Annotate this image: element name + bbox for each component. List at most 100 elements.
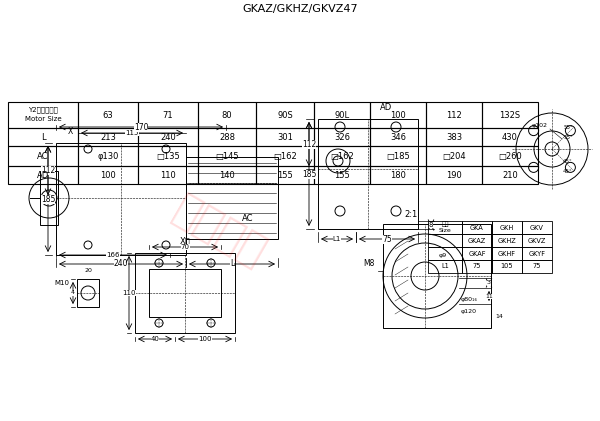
Bar bbox=[138, 102, 198, 128]
Text: GKV: GKV bbox=[530, 224, 544, 231]
Text: 63: 63 bbox=[103, 110, 113, 120]
Bar bbox=[256, 128, 314, 146]
Bar bbox=[256, 166, 314, 184]
Bar bbox=[522, 234, 552, 247]
Text: GKYF: GKYF bbox=[529, 250, 545, 256]
Bar bbox=[492, 260, 522, 273]
Text: 100: 100 bbox=[390, 110, 406, 120]
Bar bbox=[77, 279, 99, 307]
Text: L1: L1 bbox=[333, 236, 341, 242]
Text: 326: 326 bbox=[334, 133, 350, 141]
Bar bbox=[428, 247, 462, 260]
Bar bbox=[370, 146, 426, 166]
Bar bbox=[482, 146, 538, 166]
Text: 190: 190 bbox=[446, 171, 462, 179]
Text: M10: M10 bbox=[55, 280, 70, 286]
Text: φ80₁₆: φ80₁₆ bbox=[461, 298, 478, 303]
Bar bbox=[492, 247, 522, 260]
Text: AD: AD bbox=[380, 102, 392, 112]
Text: L: L bbox=[41, 133, 46, 141]
Bar bbox=[256, 102, 314, 128]
Text: φ102: φ102 bbox=[532, 123, 548, 128]
Bar bbox=[149, 269, 221, 317]
Text: 75: 75 bbox=[382, 234, 392, 243]
Bar bbox=[428, 260, 462, 273]
Bar bbox=[462, 260, 492, 273]
Bar bbox=[426, 146, 482, 166]
Bar bbox=[482, 128, 538, 146]
Text: 3: 3 bbox=[487, 280, 491, 285]
Text: 170: 170 bbox=[134, 123, 148, 131]
Text: 110: 110 bbox=[160, 171, 176, 179]
Text: 180: 180 bbox=[390, 171, 406, 179]
Bar bbox=[462, 234, 492, 247]
Text: X: X bbox=[67, 126, 73, 136]
Text: 75: 75 bbox=[473, 264, 481, 269]
Text: AC: AC bbox=[37, 152, 49, 160]
Text: 100: 100 bbox=[198, 336, 212, 342]
Text: L1: L1 bbox=[441, 264, 449, 269]
Text: AD: AD bbox=[37, 171, 49, 179]
Bar bbox=[198, 166, 256, 184]
Text: 346: 346 bbox=[390, 133, 406, 141]
Text: 185: 185 bbox=[302, 170, 316, 179]
Bar bbox=[314, 166, 370, 184]
Bar bbox=[314, 102, 370, 128]
Bar bbox=[8, 128, 78, 146]
Text: 90L: 90L bbox=[334, 110, 350, 120]
Bar bbox=[78, 128, 138, 146]
Text: 140: 140 bbox=[219, 171, 235, 179]
Bar bbox=[428, 234, 462, 247]
Text: 55°: 55° bbox=[563, 125, 573, 130]
Text: Y2电机机座号: Y2电机机座号 bbox=[28, 107, 58, 113]
Text: 型号: 型号 bbox=[441, 222, 449, 227]
Bar bbox=[462, 247, 492, 260]
Text: 430: 430 bbox=[502, 133, 518, 141]
Text: 213: 213 bbox=[100, 133, 116, 141]
Text: GKAZ: GKAZ bbox=[468, 237, 486, 243]
Bar bbox=[492, 221, 522, 234]
Bar bbox=[462, 221, 492, 234]
Text: 110: 110 bbox=[122, 290, 136, 296]
Text: □162: □162 bbox=[330, 152, 354, 160]
Text: 75: 75 bbox=[533, 264, 541, 269]
Text: 4: 4 bbox=[71, 290, 75, 296]
Text: 11: 11 bbox=[485, 293, 493, 298]
Text: 20: 20 bbox=[84, 269, 92, 274]
Bar bbox=[198, 102, 256, 128]
Text: φ9: φ9 bbox=[439, 253, 447, 258]
Text: 240: 240 bbox=[114, 259, 128, 269]
Text: 40: 40 bbox=[151, 336, 160, 342]
Text: 90S: 90S bbox=[277, 110, 293, 120]
Text: □135: □135 bbox=[156, 152, 180, 160]
Bar bbox=[256, 146, 314, 166]
Text: φ120: φ120 bbox=[461, 309, 477, 314]
Bar bbox=[138, 146, 198, 166]
Text: 71: 71 bbox=[163, 110, 173, 120]
Text: GKH: GKH bbox=[500, 224, 514, 231]
Bar bbox=[482, 102, 538, 128]
Bar bbox=[318, 119, 418, 229]
Text: 2:1: 2:1 bbox=[404, 210, 418, 218]
Text: □145: □145 bbox=[215, 152, 239, 160]
Text: 115: 115 bbox=[125, 130, 139, 136]
Bar bbox=[370, 128, 426, 146]
Bar bbox=[370, 102, 426, 128]
Text: 240: 240 bbox=[160, 133, 176, 141]
Bar bbox=[492, 234, 522, 247]
Text: 288: 288 bbox=[219, 133, 235, 141]
Bar bbox=[78, 146, 138, 166]
Text: □260: □260 bbox=[498, 152, 522, 160]
Bar bbox=[8, 102, 78, 128]
Bar bbox=[56, 143, 186, 255]
Text: 70: 70 bbox=[181, 244, 190, 250]
Text: □185: □185 bbox=[386, 152, 410, 160]
Text: X向: X向 bbox=[179, 237, 190, 245]
Bar bbox=[8, 146, 78, 166]
Bar bbox=[135, 253, 235, 333]
Text: 210: 210 bbox=[502, 171, 518, 179]
Text: 105: 105 bbox=[500, 264, 514, 269]
Text: 112: 112 bbox=[302, 139, 316, 149]
Bar bbox=[138, 128, 198, 146]
Text: Size: Size bbox=[439, 228, 451, 233]
